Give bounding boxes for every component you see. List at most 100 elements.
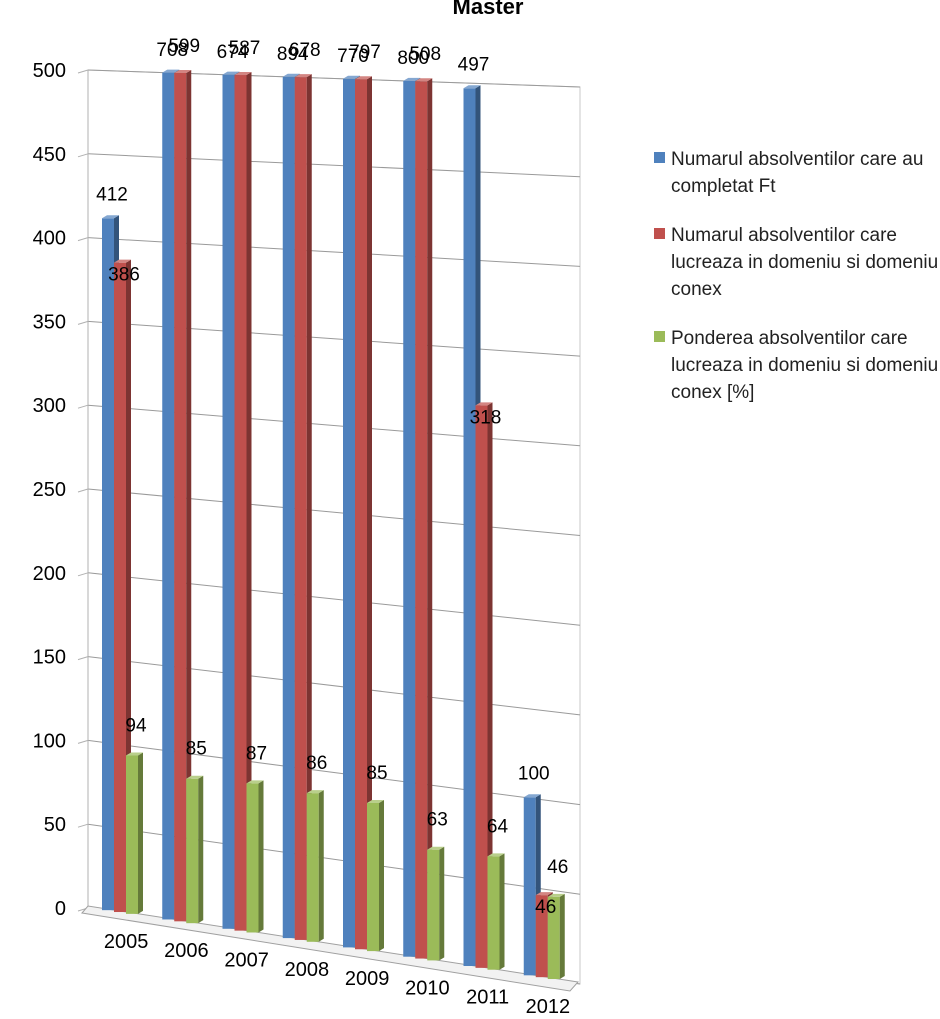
data-label: 85: [366, 763, 387, 784]
bar-top: [114, 259, 131, 263]
y-tick-label: 150: [33, 647, 66, 669]
bar-top: [535, 892, 553, 896]
bar: [282, 76, 295, 939]
chart-legend: Numarul absolventilor care au completat …: [654, 146, 940, 428]
plot-floor: [81, 905, 579, 992]
y-tick-label: 50: [44, 814, 66, 836]
bar-top: [294, 74, 312, 78]
gridline: [87, 320, 581, 357]
y-axis-tick-mark: [77, 237, 89, 242]
data-label: 318: [470, 407, 502, 428]
y-tick-label: 300: [33, 395, 66, 417]
legend-swatch-series-3: [654, 331, 665, 342]
data-label: 708: [156, 40, 188, 61]
bar: [186, 778, 199, 924]
y-axis-tick-mark: [77, 404, 89, 409]
bar: [367, 802, 379, 952]
gridline: [87, 656, 581, 716]
bar-top: [234, 72, 252, 76]
y-tick-label: 450: [33, 144, 66, 166]
legend-item-series-2: Numarul absolventilor care lucreaza in d…: [654, 222, 940, 303]
bar: [463, 88, 476, 967]
legend-label-series-2: Numarul absolventilor care lucreaza in d…: [671, 225, 939, 300]
y-tick-label: 500: [33, 60, 66, 82]
bar: [415, 81, 428, 959]
bar: [475, 405, 488, 968]
bar-side: [126, 259, 131, 913]
bar-side: [138, 752, 143, 914]
y-axis-tick-mark: [77, 739, 89, 744]
y-tick-label: 100: [33, 730, 66, 752]
x-tick-label: 2009: [345, 968, 390, 990]
gridline: [87, 739, 581, 806]
bar: [234, 75, 247, 931]
y-axis-tick-mark: [77, 823, 89, 828]
y-axis-tick-mark: [77, 488, 89, 493]
x-tick-label: 2010: [405, 977, 450, 999]
data-label: 412: [96, 184, 128, 205]
x-tick-label: 2005: [104, 931, 149, 953]
gridline: [87, 153, 581, 178]
gridline: [87, 404, 581, 447]
data-label: 497: [458, 54, 490, 75]
x-tick-label: 2011: [466, 987, 509, 1009]
bar: [126, 755, 138, 914]
gridline: [87, 572, 581, 626]
legend-label-series-1: Numarul absolventilor care au completat …: [671, 149, 924, 197]
bar-top: [174, 69, 192, 73]
y-axis-tick-mark: [77, 69, 89, 74]
legend-item-series-3: Ponderea absolventilor care lucreaza in …: [654, 325, 940, 406]
bar: [246, 783, 259, 933]
data-label: 64: [487, 816, 509, 837]
data-label: 46: [535, 897, 556, 918]
bar: [427, 849, 440, 961]
bar: [403, 80, 416, 957]
bar-side: [379, 799, 384, 952]
bar: [102, 218, 114, 911]
bar-top: [547, 893, 565, 897]
data-label: 86: [306, 753, 327, 774]
legend-swatch-series-1: [654, 152, 665, 163]
bar: [535, 895, 548, 978]
bar: [294, 77, 307, 940]
x-tick-label: 2012: [526, 996, 571, 1014]
bar-side: [439, 846, 445, 961]
y-axis-tick-mark: [77, 572, 89, 577]
y-axis-tick-mark: [77, 656, 89, 661]
bar: [162, 72, 175, 920]
y-tick-label: 250: [33, 479, 66, 501]
y-axis-tick-mark: [77, 320, 89, 325]
x-tick-label: 2007: [224, 950, 269, 972]
data-label: 800: [397, 48, 429, 69]
data-label: 599: [168, 36, 200, 57]
bar: [355, 79, 367, 950]
legend-label-series-3: Ponderea absolventilor care lucreaza in …: [671, 328, 939, 403]
plot-back-wall: [87, 69, 581, 985]
bar-top: [415, 78, 433, 82]
bar-top: [355, 76, 372, 80]
bar-side: [559, 893, 565, 980]
bar-top: [186, 775, 204, 779]
data-label: 770: [337, 46, 369, 67]
bar-side: [499, 853, 505, 970]
bar-side: [198, 775, 204, 924]
data-label: 94: [125, 715, 147, 736]
data-label: 508: [409, 44, 441, 65]
y-tick-label: 200: [33, 563, 66, 585]
data-label: 674: [217, 42, 249, 63]
bar-top: [306, 790, 324, 794]
data-label: 678: [289, 40, 321, 61]
bar-side: [186, 69, 192, 922]
legend-item-series-1: Numarul absolventilor care au completat …: [654, 146, 940, 200]
bar: [547, 896, 560, 980]
bar-top: [282, 73, 300, 77]
data-label: 85: [186, 739, 207, 760]
bar-top: [475, 402, 493, 406]
data-label: 63: [427, 810, 448, 831]
x-tick-label: 2008: [285, 959, 330, 981]
bar-top: [487, 853, 505, 857]
bar-side: [306, 74, 312, 940]
bar: [487, 856, 500, 970]
